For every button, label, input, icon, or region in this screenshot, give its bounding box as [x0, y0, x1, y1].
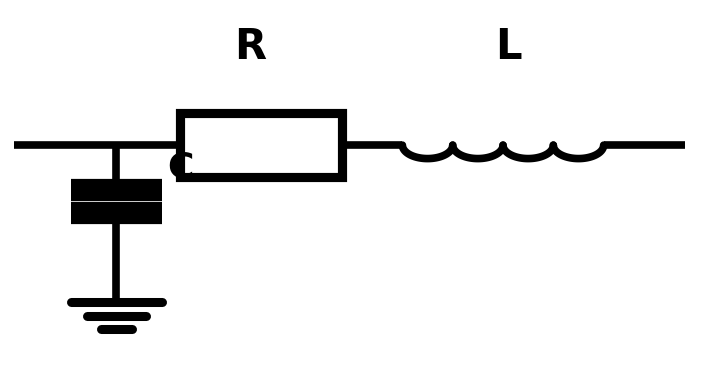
Text: L: L: [495, 26, 522, 68]
Bar: [180, 113, 342, 177]
Text: C: C: [167, 151, 193, 185]
Text: R: R: [234, 26, 267, 68]
